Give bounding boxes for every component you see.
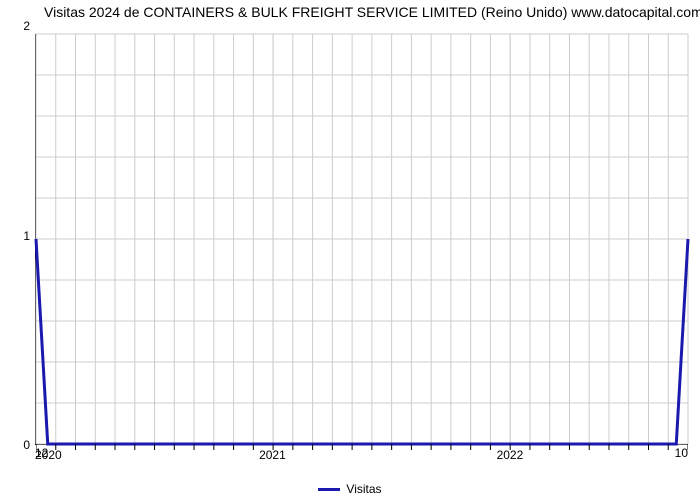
x-tick-label: 2021 [259,448,286,462]
series-line [36,239,688,444]
legend-label: Visitas [346,482,381,496]
chart-container [35,8,688,445]
x-tick-label: 2022 [497,448,524,462]
legend-swatch [318,488,340,491]
plot-area [35,34,688,445]
y-tick-label: 2 [23,19,30,33]
y-tick-label: 0 [23,438,30,452]
y-axis: 2 1 0 [0,26,35,445]
x-tick-label: 2020 [35,448,62,462]
legend: Visitas [0,482,700,496]
y-tick-label: 1 [23,229,30,243]
chart-svg [36,34,688,444]
x-axis: 2020 2021 2022 [35,448,688,472]
